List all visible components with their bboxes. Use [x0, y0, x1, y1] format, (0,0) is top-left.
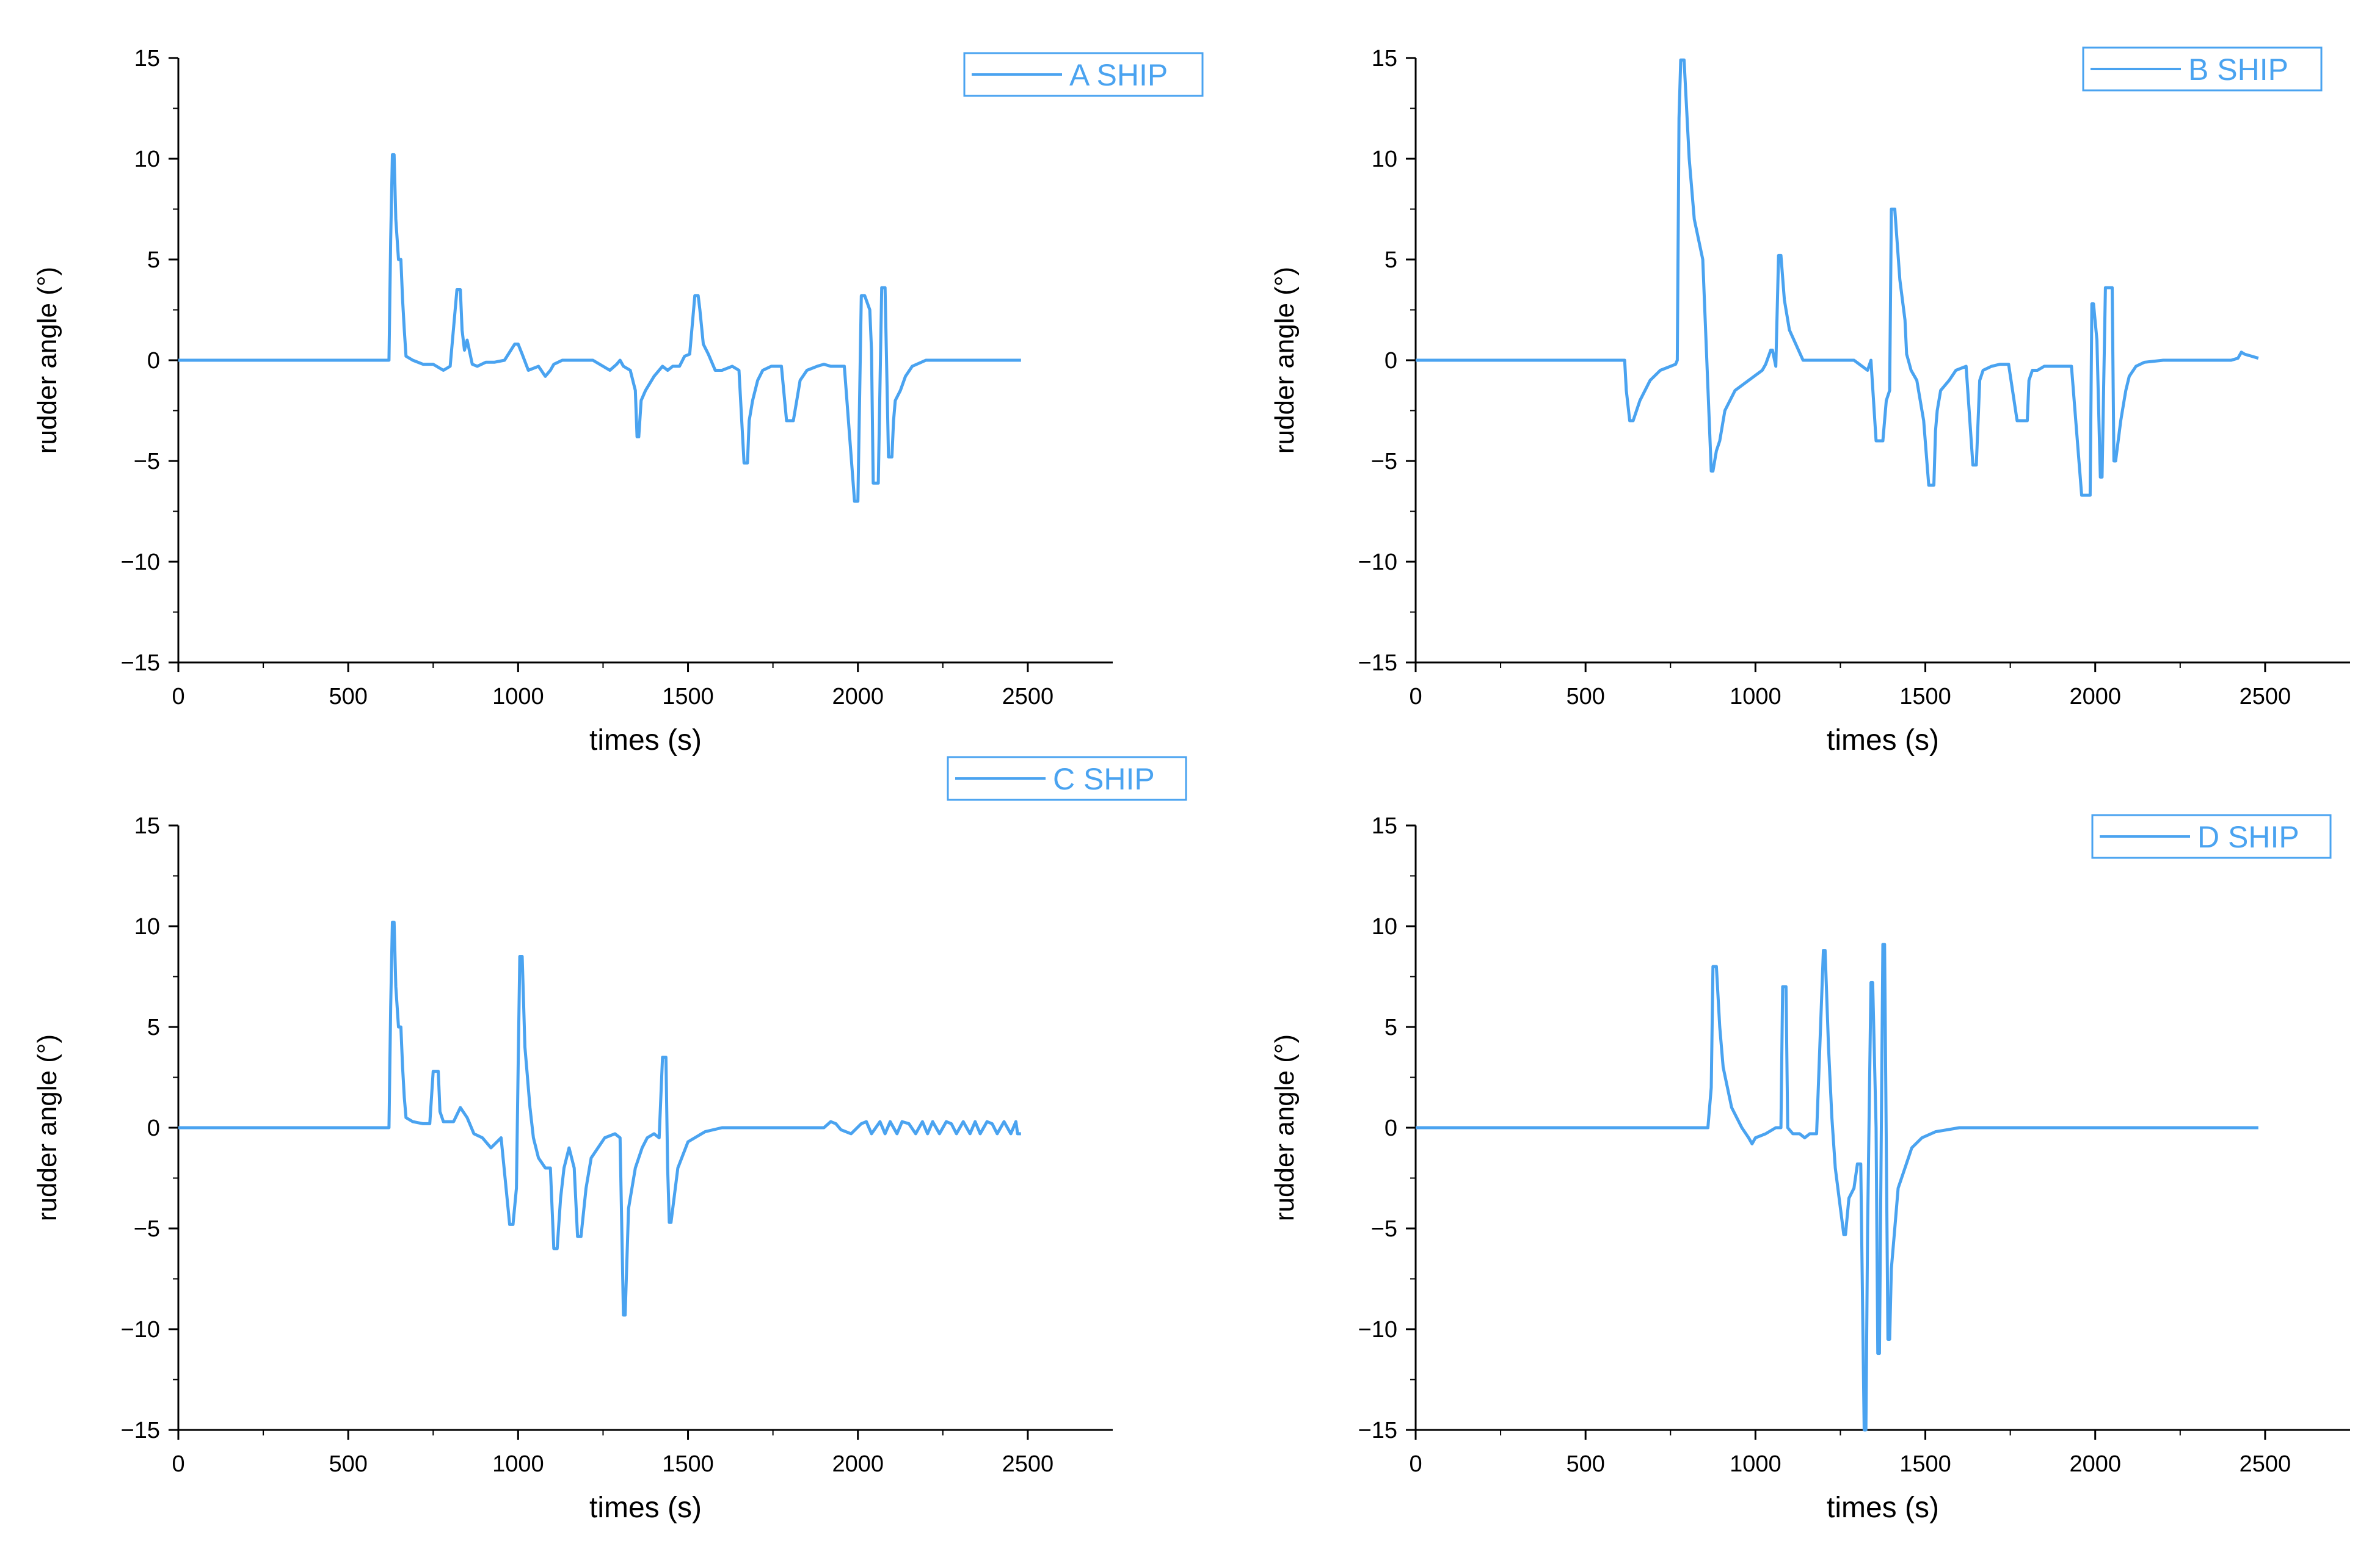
y-tick-label: −15 [1358, 1418, 1397, 1443]
y-tick-label: −15 [121, 1418, 160, 1443]
x-tick-label: 1000 [492, 1451, 544, 1477]
y-tick-label: −5 [1371, 1216, 1397, 1242]
panel-b-ship: 0 500 1000 1500 2000 2500 15 10 5 0 −5 −10 −15 times… [1270, 46, 2350, 756]
y-axis-title: rudder angle (°) [1270, 1034, 1300, 1221]
x-tick-label: 0 [1409, 1451, 1422, 1477]
y-tick-label: −5 [134, 449, 160, 474]
x-axis-title: times (s) [1827, 1492, 1939, 1524]
y-tick-label: −5 [1371, 449, 1397, 474]
x-tick-label: 500 [1566, 1451, 1604, 1477]
legend-box: B SHIP [2082, 46, 2323, 92]
y-tick-label: 10 [1372, 147, 1397, 172]
x-tick-label: 1000 [1730, 1451, 1781, 1477]
x-tick-label: 1000 [492, 684, 544, 709]
x-tick-label: 500 [1566, 684, 1604, 709]
y-tick-label: 5 [1385, 247, 1397, 273]
y-tick-label: −10 [121, 1317, 160, 1343]
y-tick-label: 10 [134, 914, 160, 940]
y-tick-label: 15 [134, 46, 160, 71]
y-axis-title: rudder angle (°) [32, 267, 62, 454]
y-tick-label: −15 [1358, 650, 1397, 676]
y-tick-label: 0 [1385, 1115, 1397, 1141]
x-tick-label: 2000 [2069, 684, 2121, 709]
x-tick-label: 2000 [832, 1451, 884, 1477]
x-tick-label: 500 [329, 684, 367, 709]
y-tick-label: 0 [147, 1115, 160, 1141]
x-tick-label: 500 [329, 1451, 367, 1477]
x-tick-label: 1500 [1899, 684, 1951, 709]
series-line-b-ship [1416, 58, 2259, 497]
y-tick-label: 0 [147, 348, 160, 374]
legend-label: C SHIP [1053, 762, 1155, 796]
y-tick-label: 10 [134, 147, 160, 172]
x-tick-label: 2000 [2069, 1451, 2121, 1477]
y-tick-label: 15 [1372, 813, 1397, 839]
legend-box: A SHIP [963, 52, 1204, 97]
y-tick-label: 0 [1385, 348, 1397, 374]
series-line-d-ship [1416, 943, 2258, 1432]
legend-label: B SHIP [2188, 53, 2288, 87]
series-line-a-ship [178, 153, 1021, 503]
legend-label: D SHIP [2197, 820, 2299, 854]
x-tick-label: 1500 [662, 1451, 714, 1477]
x-tick-label: 1500 [662, 684, 714, 709]
x-axis-title: times (s) [589, 1492, 702, 1524]
legend-box: C SHIP [947, 756, 1187, 801]
x-tick-label: 0 [1409, 684, 1422, 709]
x-tick-label: 0 [172, 1451, 184, 1477]
x-tick-label: 2500 [2240, 684, 2291, 709]
y-tick-label: 10 [1372, 914, 1397, 940]
panel-c-ship: 0 500 1000 1500 2000 2500 15 10 5 0 −5 −10 −15 times… [32, 756, 1187, 1524]
legend-label: A SHIP [1069, 58, 1168, 92]
panel-a-ship: 0 500 1000 1500 2000 2500 15 10 5 0 −5 −10 −15 times… [32, 46, 1204, 756]
y-tick-label: −5 [134, 1216, 160, 1242]
y-tick-label: −10 [1358, 1317, 1397, 1343]
y-tick-label: 15 [1372, 46, 1397, 71]
x-tick-label: 2000 [832, 684, 884, 709]
x-tick-label: 0 [172, 684, 184, 709]
y-axis-title: rudder angle (°) [1270, 267, 1300, 454]
x-axis-title: times (s) [589, 724, 702, 756]
x-tick-label: 1500 [1899, 1451, 1951, 1477]
y-tick-label: 5 [1385, 1015, 1397, 1040]
series-line-c-ship [178, 920, 1021, 1317]
x-tick-label: 2500 [1002, 684, 1054, 709]
y-tick-label: 5 [147, 247, 160, 273]
x-tick-label: 2500 [1002, 1451, 1054, 1477]
y-tick-label: 15 [134, 813, 160, 839]
legend-box: D SHIP [2091, 814, 2332, 859]
panel-d-ship: 0 500 1000 1500 2000 2500 15 10 5 0 −5 −10 −15 times… [1270, 813, 2350, 1524]
y-tick-label: −10 [121, 550, 160, 575]
y-tick-label: −15 [121, 650, 160, 676]
x-axis-title: times (s) [1827, 724, 1939, 756]
x-tick-label: 1000 [1730, 684, 1781, 709]
y-tick-label: 5 [147, 1015, 160, 1040]
y-axis-title: rudder angle (°) [32, 1034, 62, 1221]
x-tick-label: 2500 [2240, 1451, 2291, 1477]
y-tick-label: −10 [1358, 550, 1397, 575]
